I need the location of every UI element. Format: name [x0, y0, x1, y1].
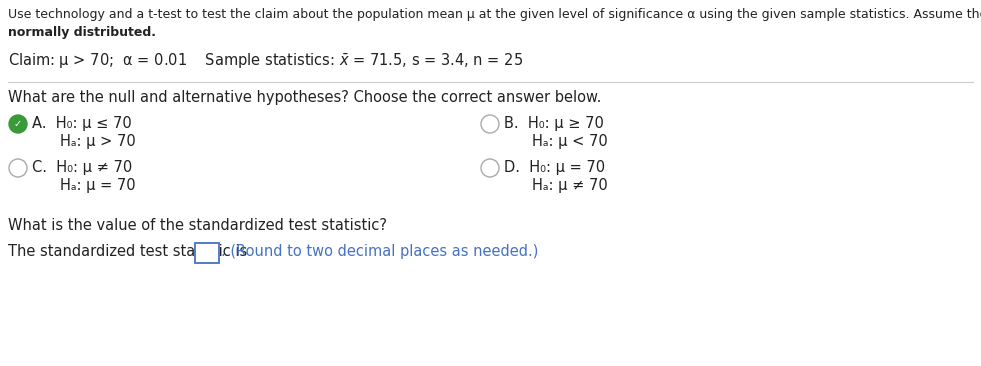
Text: The standardized test statistic is: The standardized test statistic is	[8, 244, 247, 259]
Text: Hₐ: μ > 70: Hₐ: μ > 70	[60, 134, 135, 149]
Text: Claim: μ > 70;  α = 0.01    Sample statistics: $\bar{x}$ = 71.5, s = 3.4, n = 25: Claim: μ > 70; α = 0.01 Sample statistic…	[8, 52, 523, 71]
Text: What is the value of the standardized test statistic?: What is the value of the standardized te…	[8, 218, 387, 233]
Text: B.  H₀: μ ≥ 70: B. H₀: μ ≥ 70	[504, 116, 604, 131]
Text: . (Round to two decimal places as needed.): . (Round to two decimal places as needed…	[221, 244, 539, 259]
Text: A.  H₀: μ ≤ 70: A. H₀: μ ≤ 70	[32, 116, 131, 131]
Text: Hₐ: μ ≠ 70: Hₐ: μ ≠ 70	[532, 178, 608, 193]
FancyBboxPatch shape	[195, 243, 219, 263]
Text: What are the null and alternative hypotheses? Choose the correct answer below.: What are the null and alternative hypoth…	[8, 90, 601, 105]
Text: ✓: ✓	[14, 119, 22, 129]
Text: Hₐ: μ = 70: Hₐ: μ = 70	[60, 178, 135, 193]
Text: Hₐ: μ < 70: Hₐ: μ < 70	[532, 134, 608, 149]
Text: normally distributed.: normally distributed.	[8, 26, 156, 39]
Circle shape	[9, 115, 27, 133]
Text: C.  H₀: μ ≠ 70: C. H₀: μ ≠ 70	[32, 160, 132, 175]
Text: Use technology and a t-test to test the claim about the population mean μ at the: Use technology and a t-test to test the …	[8, 8, 981, 21]
Text: D.  H₀: μ = 70: D. H₀: μ = 70	[504, 160, 605, 175]
